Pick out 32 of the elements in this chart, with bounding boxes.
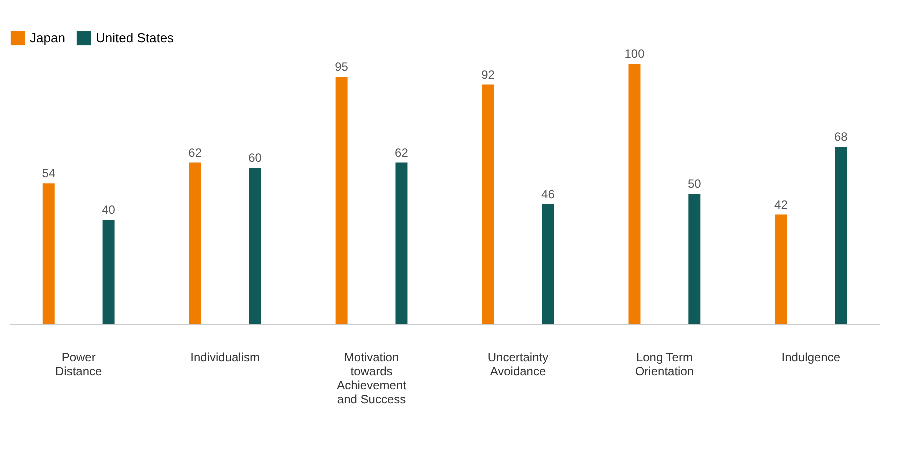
x-tick-label: Indulgence xyxy=(782,350,841,364)
data-label: 60 xyxy=(248,151,262,165)
bar xyxy=(628,64,641,324)
x-tick-label: Motivation towards Achievement and Success xyxy=(337,350,408,406)
data-label: 40 xyxy=(102,203,116,217)
x-tick-label: Uncertainty Avoidance xyxy=(488,350,549,378)
data-label: 62 xyxy=(188,146,202,160)
legend-label: United States xyxy=(96,30,175,46)
data-label: 92 xyxy=(482,68,496,82)
bar xyxy=(189,162,202,324)
data-label: 100 xyxy=(624,47,646,61)
data-label: 95 xyxy=(335,60,349,74)
bar xyxy=(336,77,348,324)
data-label: 68 xyxy=(834,130,848,144)
bar xyxy=(775,214,788,324)
bar xyxy=(249,168,262,324)
data-label: 42 xyxy=(774,198,788,212)
bar xyxy=(396,162,408,324)
bar xyxy=(482,84,494,324)
x-tick-label: Individualism xyxy=(190,350,260,364)
data-label: 50 xyxy=(688,177,702,191)
bar xyxy=(835,147,848,324)
bar xyxy=(42,184,55,324)
data-label: 54 xyxy=(42,166,56,181)
legend-label: Japan xyxy=(30,30,66,46)
data-label: 62 xyxy=(395,146,409,160)
bar xyxy=(542,204,554,324)
x-tick-label: Power Distance xyxy=(55,350,103,378)
bar xyxy=(102,220,115,324)
data-label: 46 xyxy=(542,187,556,202)
bar xyxy=(688,194,701,324)
x-tick-label: Long Term Orientation xyxy=(635,350,694,378)
